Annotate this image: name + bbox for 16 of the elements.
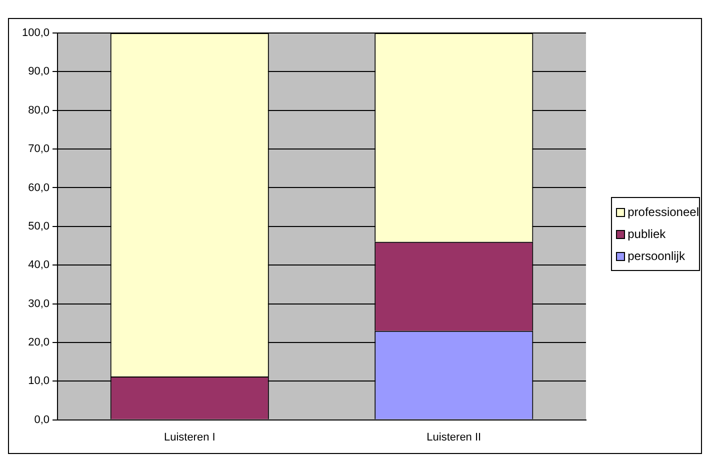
y-tick-label: 70,0 bbox=[28, 143, 50, 156]
y-tick-label: 90,0 bbox=[28, 66, 50, 78]
y-tick-label: 50,0 bbox=[28, 220, 50, 232]
y-tick-label: 0,0 bbox=[34, 414, 50, 426]
y-tick-label: 80,0 bbox=[28, 104, 50, 116]
x-tick-label: Luisteren II bbox=[426, 431, 482, 444]
x-tick-label: Luisteren I bbox=[164, 431, 216, 444]
text: professioneel bbox=[628, 205, 699, 219]
y-tick-label: 10,0 bbox=[28, 375, 50, 388]
y-tick-label: 40,0 bbox=[28, 259, 50, 272]
y-tick-label: 60,0 bbox=[28, 182, 50, 194]
y-tick-label: 100,0 bbox=[22, 27, 50, 40]
legend-label: publiek bbox=[628, 227, 666, 241]
y-tick-label: 30,0 bbox=[28, 298, 50, 310]
legend-label: persoonlijk bbox=[628, 249, 685, 263]
y-tick-label: 20,0 bbox=[28, 336, 50, 348]
